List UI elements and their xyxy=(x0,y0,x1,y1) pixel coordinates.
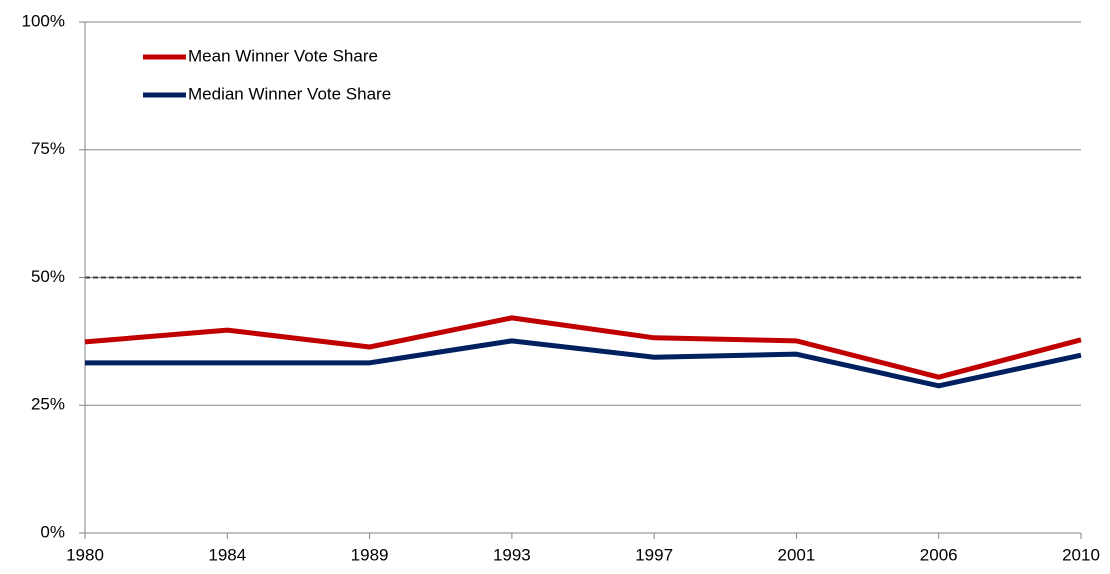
x-tick-label: 1997 xyxy=(635,545,673,564)
y-tick-label: 100% xyxy=(22,11,65,30)
x-tick-label: 1980 xyxy=(66,545,104,564)
x-tick-label: 2010 xyxy=(1062,545,1100,564)
x-tick-label: 1989 xyxy=(351,545,389,564)
legend-label: Mean Winner Vote Share xyxy=(188,46,378,65)
legend-label: Median Winner Vote Share xyxy=(188,84,391,103)
x-tick-label: 2001 xyxy=(778,545,816,564)
x-tick-label: 1993 xyxy=(493,545,531,564)
y-tick-label: 75% xyxy=(31,139,65,158)
x-tick-label: 2006 xyxy=(920,545,958,564)
series-line xyxy=(84,315,1082,380)
x-tick-label: 1984 xyxy=(208,545,246,564)
y-tick-label: 50% xyxy=(31,267,65,286)
y-tick-label: 25% xyxy=(31,395,65,414)
series-line xyxy=(85,338,1082,389)
y-tick-label: 0% xyxy=(40,522,65,541)
